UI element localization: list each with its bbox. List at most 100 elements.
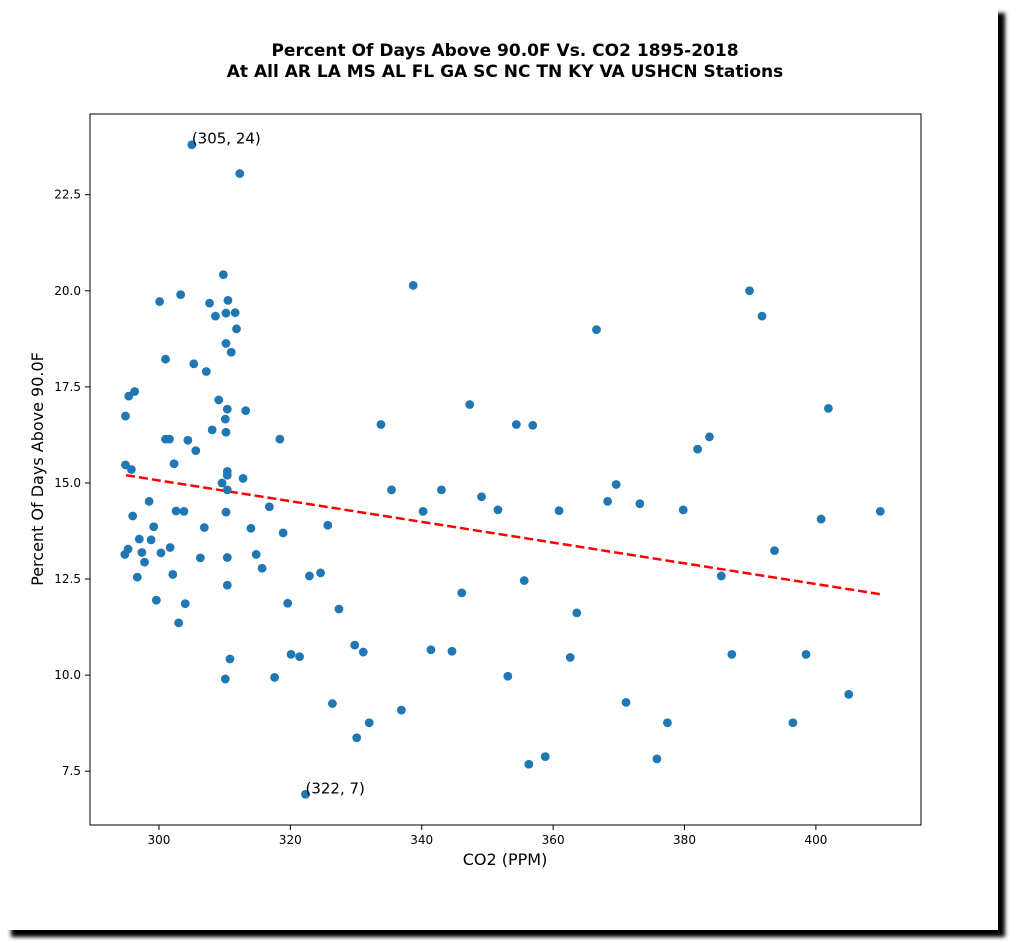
data-point [183,435,193,445]
data-point [165,543,175,552]
data-point [823,403,833,413]
data-point [165,434,174,444]
data-point [592,325,601,335]
data-point [457,588,467,598]
data-point [554,506,564,516]
data-point [222,404,232,414]
data-point [418,506,428,516]
data-point [132,572,142,582]
data-point [168,570,178,579]
data-point [816,514,826,524]
data-point [124,391,134,401]
data-point [171,506,181,516]
data-point [205,298,214,308]
data-point [180,599,190,609]
y-tick-label: 20.0 [54,284,81,298]
data-point [524,759,534,769]
data-point [264,502,274,512]
data-point [151,595,161,605]
data-point [316,568,325,578]
data-point [222,470,232,480]
data-point [376,420,386,429]
figure-frame [4,6,998,930]
data-point [222,553,232,562]
data-point [364,718,374,728]
x-tick-label: 400 [804,833,827,847]
data-point [191,446,201,456]
data-point [211,311,220,321]
data-point [220,414,230,424]
data-point [328,699,337,708]
data-point [693,444,703,454]
y-tick-label: 12.5 [54,572,81,586]
annotation-layer: (305, 24) (322, 7) [192,130,365,798]
data-point [528,420,538,430]
data-point [230,308,240,318]
plot-area-frame [89,113,922,826]
data-point [195,553,205,563]
data-point [134,534,144,544]
data-point [238,473,248,483]
data-point [788,718,798,728]
data-point [603,496,613,506]
data-point [222,485,232,495]
data-point [503,671,513,681]
data-point [565,653,575,662]
data-point [286,649,296,659]
data-point [493,505,503,515]
data-point [801,649,811,659]
data-point [241,406,251,416]
data-point [201,367,211,376]
data-point [220,674,230,684]
data-point [235,169,245,178]
x-tick-label: 300 [148,833,171,847]
data-point [540,752,550,761]
data-point [207,425,217,435]
data-point [844,689,854,699]
data-point [121,411,130,421]
data-point [757,311,767,321]
axes: 300 320 340 360 380 400 7.5 10.0 12.5 15.0 17.5 20.… [54,113,922,847]
data-point [217,478,227,488]
data-point [283,598,293,608]
data-point [678,505,688,515]
data-point [358,647,368,657]
data-point [396,705,406,715]
trend-layer [125,474,882,596]
y-tick-label: 10.0 [54,668,81,682]
data-point [278,528,288,538]
y-axis-label: Percent Of Days Above 90.0F [28,352,47,586]
data-point [519,576,529,585]
data-point [140,557,149,567]
data-point [176,290,186,300]
data-point [149,522,159,532]
x-tick-label: 320 [279,833,302,847]
data-point [305,571,314,581]
data-point [663,718,672,728]
data-point [770,546,779,555]
data-point [387,485,396,495]
data-point [334,604,344,614]
data-point [295,652,304,662]
data-point [174,618,184,628]
data-point [120,550,130,559]
x-tick-label: 340 [410,833,433,847]
data-point [275,434,285,444]
data-point [572,608,582,618]
x-tick-label: 360 [542,833,565,847]
data-point [126,465,136,474]
data-point [221,427,231,437]
data-point [875,506,885,516]
data-point [301,789,310,799]
data-point [350,640,360,650]
y-tick-label: 17.5 [54,380,81,394]
data-point [426,645,436,655]
y-tick-label: 22.5 [54,188,81,202]
data-point [465,400,475,409]
point-annotation: (305, 24) [192,130,261,148]
data-point [447,646,457,656]
data-point [251,550,261,559]
data-point [437,485,446,495]
data-point [225,654,235,664]
data-point [621,698,631,707]
